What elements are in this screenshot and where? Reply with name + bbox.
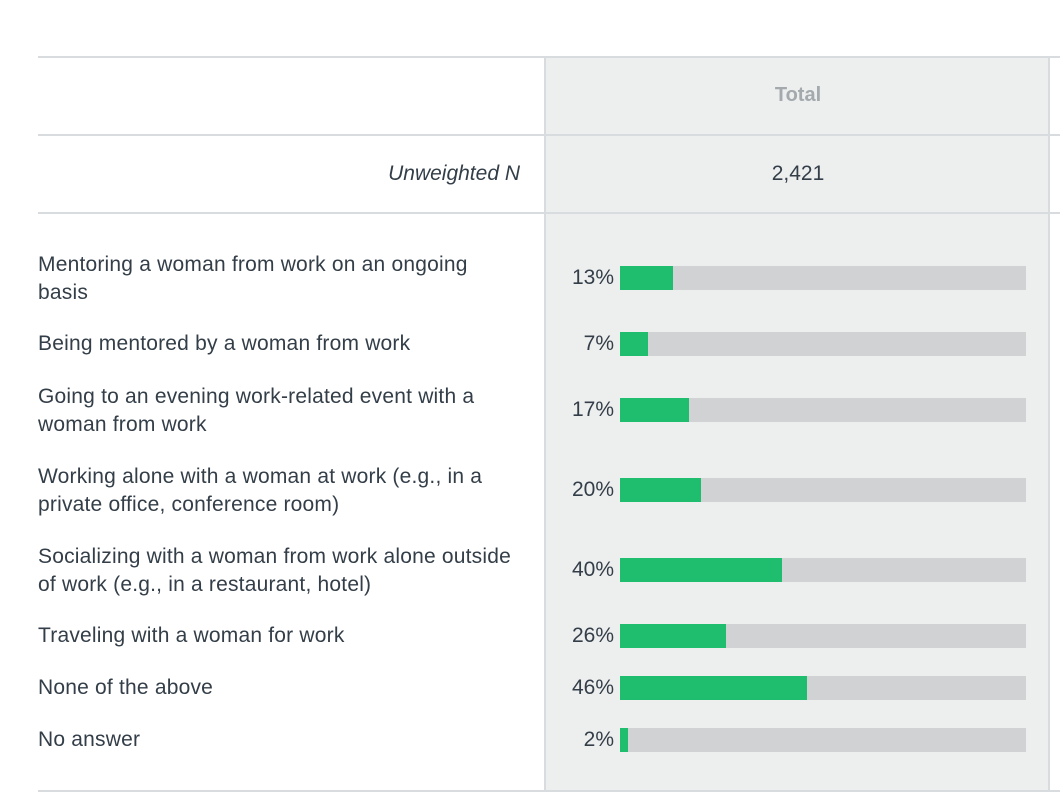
header-divider bbox=[38, 134, 1060, 136]
bar-track bbox=[620, 398, 1026, 422]
bar bbox=[620, 624, 726, 648]
bar bbox=[620, 728, 628, 752]
unweighted-n-label: Unweighted N bbox=[388, 162, 520, 185]
bar-track bbox=[620, 558, 1026, 582]
bar bbox=[620, 478, 701, 502]
row-label: Traveling with a woman for work bbox=[38, 624, 345, 647]
bar-value-label: 46% bbox=[571, 676, 614, 699]
column-header-total: Total bbox=[774, 84, 822, 106]
total-column-background bbox=[544, 57, 1050, 791]
bar-value-label: 40% bbox=[571, 558, 614, 581]
bar bbox=[620, 332, 648, 356]
row-label: None of the above bbox=[38, 676, 214, 699]
bar bbox=[620, 558, 782, 582]
bar bbox=[620, 676, 807, 700]
bar-value-label: 20% bbox=[571, 478, 614, 501]
unweighted-n-value: 2,421 bbox=[771, 162, 825, 185]
row-label: Mentoring a woman from work on an ongoin… bbox=[38, 253, 468, 304]
bar-value-label: 7% bbox=[583, 332, 614, 355]
bar-value-label: 13% bbox=[571, 266, 614, 289]
bar bbox=[620, 398, 689, 422]
bar-track bbox=[620, 266, 1026, 290]
table-bottom-rule bbox=[38, 790, 1060, 792]
bar-track bbox=[620, 728, 1026, 752]
bar-value-label: 26% bbox=[571, 624, 614, 647]
bar-track bbox=[620, 624, 1026, 648]
bar-track bbox=[620, 676, 1026, 700]
row-label: Socializing with a woman from work alone… bbox=[38, 545, 511, 596]
row-label: No answer bbox=[38, 728, 141, 751]
bar bbox=[620, 266, 673, 290]
bar-value-label: 17% bbox=[571, 398, 614, 421]
bar-value-label: 2% bbox=[583, 728, 614, 751]
table-top-rule bbox=[38, 56, 1060, 58]
unweighted-divider bbox=[38, 212, 1060, 214]
row-label: Working alone with a woman at work (e.g.… bbox=[38, 465, 483, 516]
bar-track bbox=[620, 332, 1026, 356]
row-label: Being mentored by a woman from work bbox=[38, 332, 411, 355]
bar-track bbox=[620, 478, 1026, 502]
row-label: Going to an evening work-related event w… bbox=[38, 385, 475, 436]
